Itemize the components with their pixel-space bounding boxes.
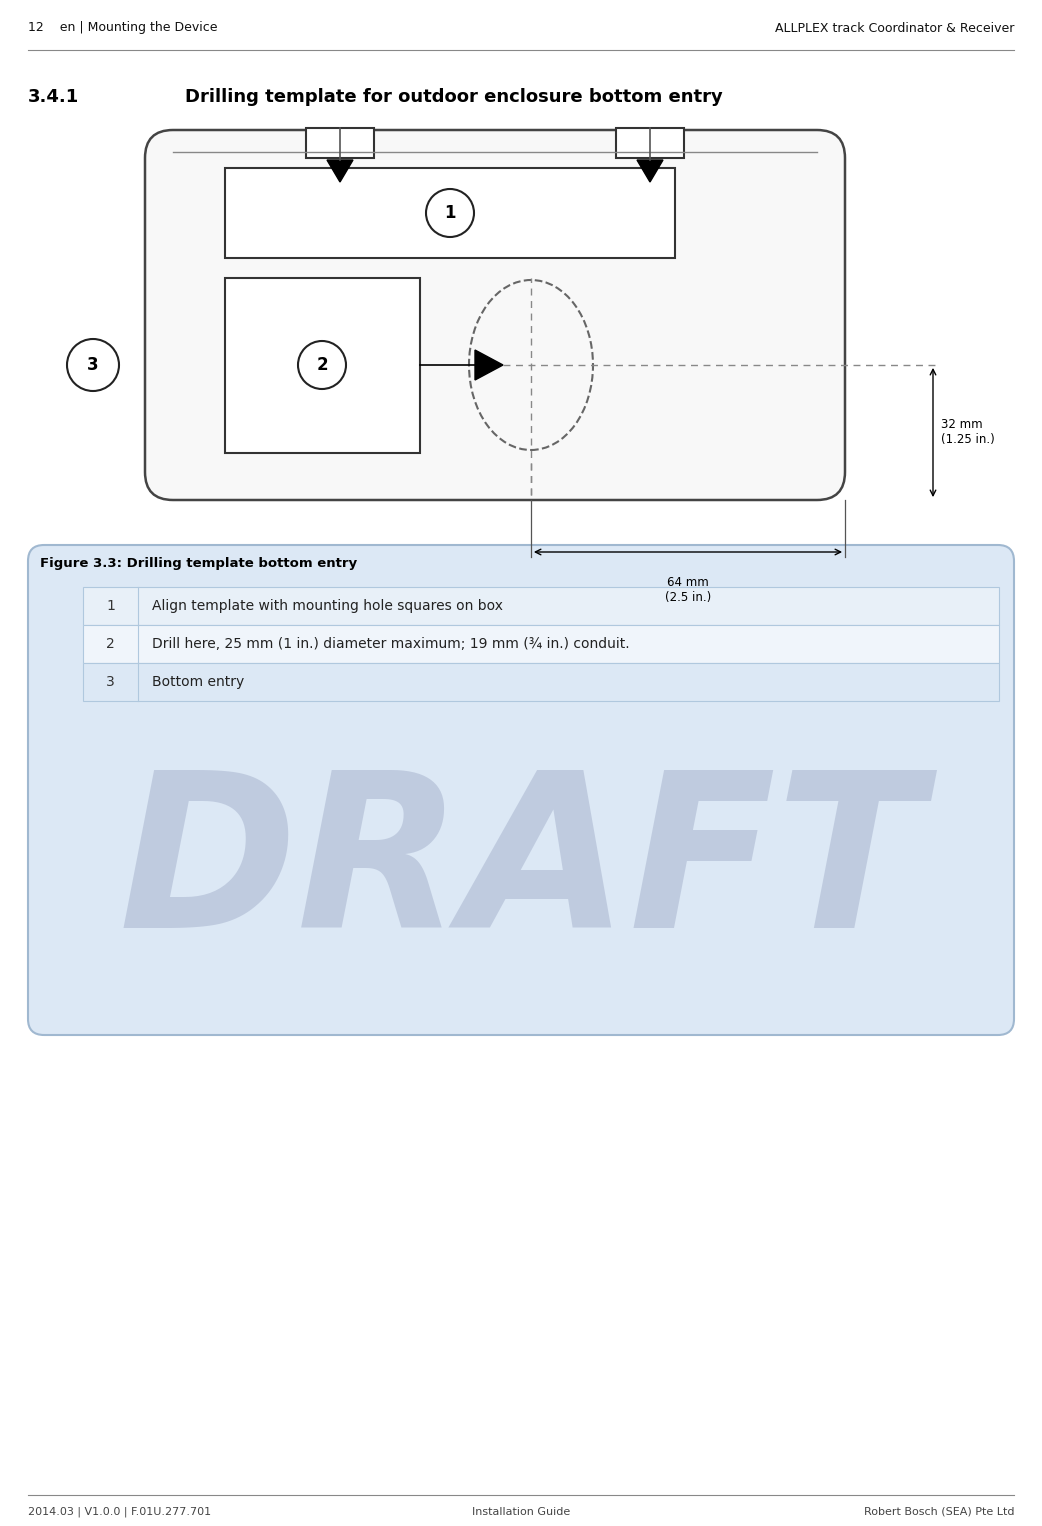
Text: 2: 2: [316, 356, 328, 374]
Polygon shape: [327, 160, 353, 182]
Bar: [306, 128, 374, 159]
Circle shape: [67, 339, 119, 391]
Circle shape: [426, 189, 474, 237]
Text: Drill here, 25 mm (1 in.) diameter maximum; 19 mm (¾ in.) conduit.: Drill here, 25 mm (1 in.) diameter maxim…: [152, 636, 629, 652]
Text: Figure 3.3: Drilling template bottom entry: Figure 3.3: Drilling template bottom ent…: [40, 557, 357, 571]
Bar: [83, 626, 999, 662]
Bar: [83, 588, 999, 626]
Bar: [83, 662, 999, 700]
Text: ALLPLEX track Coordinator & Receiver: ALLPLEX track Coordinator & Receiver: [774, 21, 1014, 35]
Text: Robert Bosch (SEA) Pte Ltd: Robert Bosch (SEA) Pte Ltd: [864, 1508, 1014, 1517]
Text: 3.4.1: 3.4.1: [28, 89, 79, 105]
Text: 2: 2: [106, 636, 115, 652]
Text: 64 mm
(2.5 in.): 64 mm (2.5 in.): [665, 575, 711, 604]
FancyBboxPatch shape: [145, 130, 845, 501]
Text: 1: 1: [444, 204, 455, 221]
Text: DRAFT: DRAFT: [119, 763, 923, 972]
Text: Installation Guide: Installation Guide: [472, 1508, 570, 1517]
Bar: [83, 626, 999, 662]
Text: 2014.03 | V1.0.0 | F.01U.277.701: 2014.03 | V1.0.0 | F.01U.277.701: [28, 1506, 212, 1517]
Bar: [83, 662, 999, 700]
Text: Bottom entry: Bottom entry: [152, 674, 244, 690]
Bar: [225, 278, 420, 453]
Polygon shape: [475, 349, 503, 380]
Text: 12    en | Mounting the Device: 12 en | Mounting the Device: [28, 21, 218, 35]
Text: 32 mm
(1.25 in.): 32 mm (1.25 in.): [941, 418, 995, 447]
Text: Drilling template for outdoor enclosure bottom entry: Drilling template for outdoor enclosure …: [185, 89, 723, 105]
Bar: [225, 168, 675, 258]
Text: 1: 1: [106, 600, 115, 613]
Text: Align template with mounting hole squares on box: Align template with mounting hole square…: [152, 600, 503, 613]
Polygon shape: [637, 160, 663, 182]
Bar: [83, 588, 999, 626]
Text: 3: 3: [88, 356, 99, 374]
Bar: [616, 128, 684, 159]
Text: 3: 3: [106, 674, 115, 690]
FancyBboxPatch shape: [28, 545, 1014, 1035]
Circle shape: [298, 340, 346, 389]
